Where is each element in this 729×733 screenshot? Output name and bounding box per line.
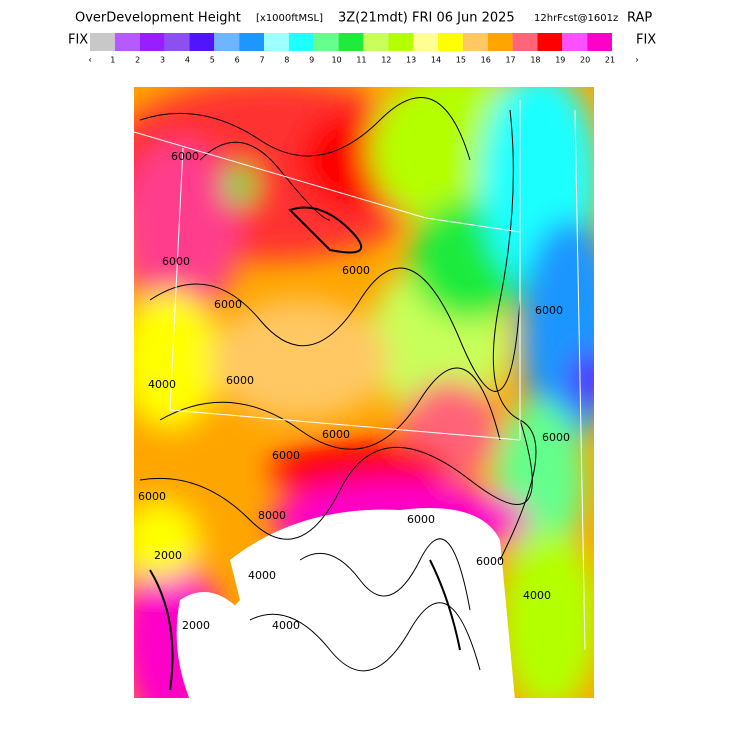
contour-label: 6000 bbox=[535, 304, 563, 317]
colorbar-label: 16 bbox=[481, 56, 491, 65]
colorbar-swatch bbox=[139, 33, 165, 51]
colorbar-swatch bbox=[587, 33, 612, 51]
contour-label: 6000 bbox=[162, 255, 190, 268]
colorbar-label: 11 bbox=[356, 56, 366, 65]
colorbar-swatch bbox=[114, 33, 140, 51]
colorbar-swatch bbox=[313, 33, 339, 51]
colorbar-label: 21 bbox=[605, 56, 615, 65]
contour-label: 4000 bbox=[248, 569, 276, 582]
colorbar: 1 2 3 4 5 6 7 8 9 10 11 12 13 14 15 16 17 18 19 20 21 bbox=[90, 33, 615, 65]
title: OverDevelopment Height bbox=[75, 11, 241, 26]
contour-label: 6000 bbox=[322, 428, 350, 441]
title-time: 3Z(21mdt) FRI 06 Jun 2025 bbox=[338, 11, 515, 26]
colorbar-swatch bbox=[438, 33, 463, 51]
low-area bbox=[176, 508, 515, 698]
contour-label: 4000 bbox=[148, 378, 176, 391]
colorbar-swatch bbox=[537, 33, 563, 51]
map bbox=[134, 87, 594, 698]
contour-label: 2000 bbox=[182, 619, 210, 632]
contour-label: 6000 bbox=[226, 374, 254, 387]
shading bbox=[134, 87, 594, 698]
colorbar-swatch bbox=[214, 33, 240, 51]
colorbar-label: 4 bbox=[185, 56, 190, 65]
colorbar-swatch bbox=[363, 33, 389, 51]
colorbar-label: 15 bbox=[456, 56, 466, 65]
title-units: [x1000ftMSL] bbox=[256, 13, 323, 24]
colorbar-label: 17 bbox=[505, 56, 515, 65]
colorbar-right-label: FIX bbox=[636, 33, 656, 48]
colorbar-label: 1 bbox=[110, 56, 115, 65]
colorbar-swatch bbox=[90, 33, 115, 51]
colorbar-label: 20 bbox=[580, 56, 590, 65]
colorbar-label: 13 bbox=[406, 56, 416, 65]
colorbar-start: ‹ bbox=[88, 56, 92, 66]
colorbar-swatch bbox=[338, 33, 364, 51]
contour-label: 4000 bbox=[523, 589, 551, 602]
colorbar-swatch bbox=[413, 33, 438, 51]
contour-label: 6000 bbox=[171, 150, 199, 163]
boundaries bbox=[134, 100, 586, 651]
title-forecast: 12hrFcst@1601z bbox=[534, 13, 618, 24]
title-model: RAP bbox=[627, 11, 652, 26]
colorbar-end: › bbox=[635, 56, 639, 66]
contour-label: 6000 bbox=[138, 490, 166, 503]
contour-label: 6000 bbox=[542, 431, 570, 444]
colorbar-label: 6 bbox=[235, 56, 240, 65]
colorbar-label: 2 bbox=[135, 56, 140, 65]
colorbar-swatch bbox=[288, 33, 314, 51]
colorbar-swatch bbox=[264, 33, 289, 51]
colorbar-swatch bbox=[512, 33, 538, 51]
colorbar-label: 19 bbox=[555, 56, 565, 65]
colorbar-label: 8 bbox=[284, 56, 289, 65]
colorbar-swatch bbox=[388, 33, 414, 51]
contour-label: 6000 bbox=[342, 264, 370, 277]
contour-label: 6000 bbox=[214, 298, 242, 311]
colorbar-label: 9 bbox=[309, 56, 314, 65]
colorbar-label: 3 bbox=[160, 56, 165, 65]
colorbar-label: 12 bbox=[381, 56, 391, 65]
colorbar-label: 18 bbox=[530, 56, 540, 65]
colorbar-label: 14 bbox=[431, 56, 441, 65]
contour-label: 4000 bbox=[272, 619, 300, 632]
colorbar-left-label: FIX bbox=[68, 33, 88, 48]
contours bbox=[139, 97, 537, 691]
contour-label: 6000 bbox=[407, 513, 435, 526]
contour-label: 6000 bbox=[476, 555, 504, 568]
colorbar-swatch bbox=[164, 33, 190, 51]
colorbar-swatch bbox=[487, 33, 513, 51]
colorbar-label: 5 bbox=[210, 56, 215, 65]
contour-label: 6000 bbox=[272, 449, 300, 462]
colorbar-swatch bbox=[562, 33, 588, 51]
colorbar-swatch bbox=[462, 33, 488, 51]
contour-label: 8000 bbox=[258, 509, 286, 522]
colorbar-label: 7 bbox=[259, 56, 264, 65]
colorbar-label: 10 bbox=[331, 56, 341, 65]
colorbar-swatch bbox=[189, 33, 215, 51]
contour-labels: 6000 6000 6000 6000 4000 6000 6000 6000 8000 6000… bbox=[138, 150, 570, 632]
contour-label: 2000 bbox=[154, 549, 182, 562]
colorbar-swatch bbox=[239, 33, 264, 51]
